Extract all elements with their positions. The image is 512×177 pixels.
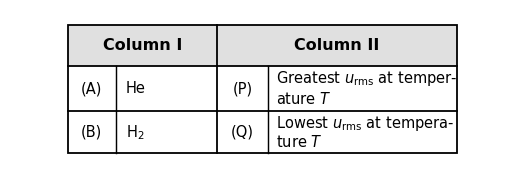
Text: (A): (A)	[81, 81, 102, 96]
Text: ture $\it{T}$: ture $\it{T}$	[276, 134, 323, 150]
Text: Lowest $\it{u}_{\mathrm{rms}}$ at tempera-: Lowest $\it{u}_{\mathrm{rms}}$ at temper…	[276, 113, 455, 133]
Text: He: He	[125, 81, 145, 96]
Text: (B): (B)	[81, 125, 102, 140]
Text: Greatest $\it{u}_{\mathrm{rms}}$ at temper-: Greatest $\it{u}_{\mathrm{rms}}$ at temp…	[276, 69, 457, 88]
Text: Column I: Column I	[103, 38, 182, 53]
Text: (Q): (Q)	[231, 125, 254, 140]
Bar	[68, 25, 217, 66]
Text: Column II: Column II	[294, 38, 379, 53]
Bar	[217, 25, 457, 66]
Text: H$_2$: H$_2$	[125, 123, 144, 142]
Text: (P): (P)	[232, 81, 252, 96]
Text: ature $\it{T}$: ature $\it{T}$	[276, 91, 332, 107]
